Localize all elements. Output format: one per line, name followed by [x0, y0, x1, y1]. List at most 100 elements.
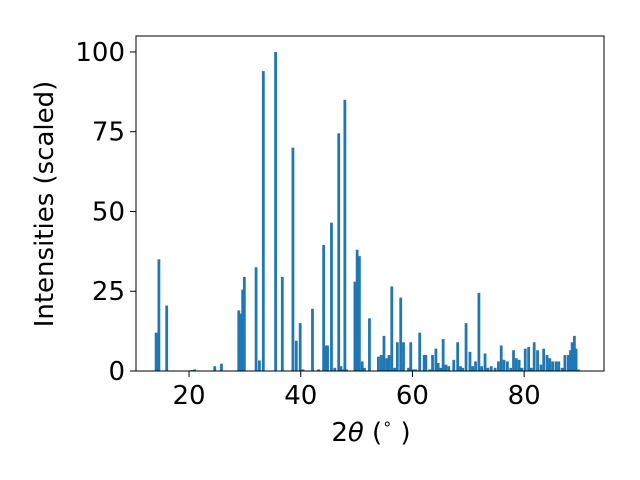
- bar: [382, 335, 386, 371]
- bars-group: [154, 51, 580, 371]
- bar: [379, 355, 383, 371]
- y-tick-label: 75: [92, 118, 125, 148]
- bar: [452, 359, 456, 371]
- bar: [360, 361, 364, 371]
- bar: [441, 339, 445, 371]
- bar: [337, 133, 341, 371]
- x-ticks: 20 40 60 80: [173, 371, 541, 411]
- bar: [326, 345, 329, 371]
- bar: [254, 267, 258, 371]
- bar: [474, 361, 477, 371]
- bar: [402, 342, 405, 371]
- y-tick-label: 100: [75, 38, 125, 68]
- bar: [517, 359, 521, 371]
- x-axis-label-symbol: θ: [348, 418, 364, 448]
- x-axis-label: 2θ (∘ ): [331, 414, 410, 448]
- bar: [333, 367, 337, 371]
- bar: [301, 369, 305, 371]
- y-tick-label: 50: [92, 197, 125, 227]
- x-axis-label-degree: ∘: [382, 414, 392, 433]
- bar: [390, 286, 394, 371]
- bar: [548, 358, 552, 371]
- bar: [557, 361, 561, 371]
- bar: [395, 342, 399, 371]
- bar: [317, 369, 321, 371]
- bar: [165, 305, 169, 371]
- bar: [461, 367, 465, 371]
- x-axis-label-open: (: [364, 418, 382, 448]
- bar: [414, 369, 418, 371]
- bar: [566, 355, 570, 371]
- bar: [536, 350, 539, 371]
- bar: [242, 276, 246, 371]
- bar: [353, 281, 357, 371]
- bar: [154, 332, 158, 371]
- bar: [551, 361, 555, 371]
- bar: [357, 256, 361, 371]
- bar: [343, 99, 347, 371]
- bar: [527, 347, 530, 371]
- bar: [418, 332, 422, 371]
- bar: [241, 289, 245, 371]
- bar: [385, 358, 389, 371]
- bar: [213, 366, 217, 371]
- bar: [464, 323, 468, 371]
- bar: [530, 367, 533, 371]
- bar: [424, 355, 428, 371]
- bar: [399, 297, 403, 371]
- bar: [459, 366, 462, 371]
- bar: [291, 147, 295, 371]
- x-axis-label-close: ): [392, 418, 410, 448]
- bar: [456, 342, 460, 371]
- bar: [539, 364, 543, 371]
- bar: [436, 363, 440, 371]
- bar: [560, 367, 564, 371]
- x-axis-label-prefix: 2: [331, 418, 348, 448]
- y-tick-label: 0: [108, 357, 125, 387]
- bar: [274, 51, 278, 371]
- bar: [468, 351, 472, 371]
- bar: [573, 335, 576, 371]
- bar: [509, 367, 513, 371]
- bar: [545, 355, 549, 371]
- bar: [261, 71, 265, 371]
- bar: [393, 367, 396, 371]
- bar: [330, 222, 333, 371]
- bar: [411, 369, 415, 371]
- bar: [407, 367, 410, 371]
- bar: [471, 366, 475, 371]
- bar: [542, 348, 546, 371]
- x-tick-label: 40: [284, 381, 317, 411]
- bar: [439, 367, 443, 371]
- bar: [339, 366, 343, 371]
- bar: [486, 367, 490, 371]
- bar: [368, 318, 371, 371]
- bar: [554, 361, 558, 371]
- bar: [570, 342, 574, 371]
- x-tick-label: 80: [508, 381, 541, 411]
- y-ticks: 0 25 50 75 100: [75, 38, 136, 387]
- x-tick-label: 20: [173, 381, 206, 411]
- bar: [294, 340, 298, 371]
- bar: [563, 355, 567, 371]
- bar: [502, 359, 506, 371]
- bar: [431, 355, 434, 371]
- bar: [322, 244, 326, 371]
- plot-frame: [135, 35, 605, 372]
- bar: [237, 310, 241, 371]
- bar: [569, 350, 572, 371]
- bar: [483, 353, 487, 371]
- y-axis-label: Intensities (scaled): [30, 81, 60, 328]
- bar: [447, 366, 451, 371]
- bar: [434, 348, 438, 371]
- bar: [422, 355, 426, 371]
- bar: [574, 348, 578, 371]
- bar: [345, 369, 348, 371]
- bar: [523, 348, 527, 371]
- bar: [497, 361, 500, 371]
- bar: [505, 361, 509, 371]
- bar: [477, 292, 481, 371]
- bar: [363, 367, 366, 371]
- x-tick-label: 60: [396, 381, 429, 411]
- bar: [520, 367, 524, 371]
